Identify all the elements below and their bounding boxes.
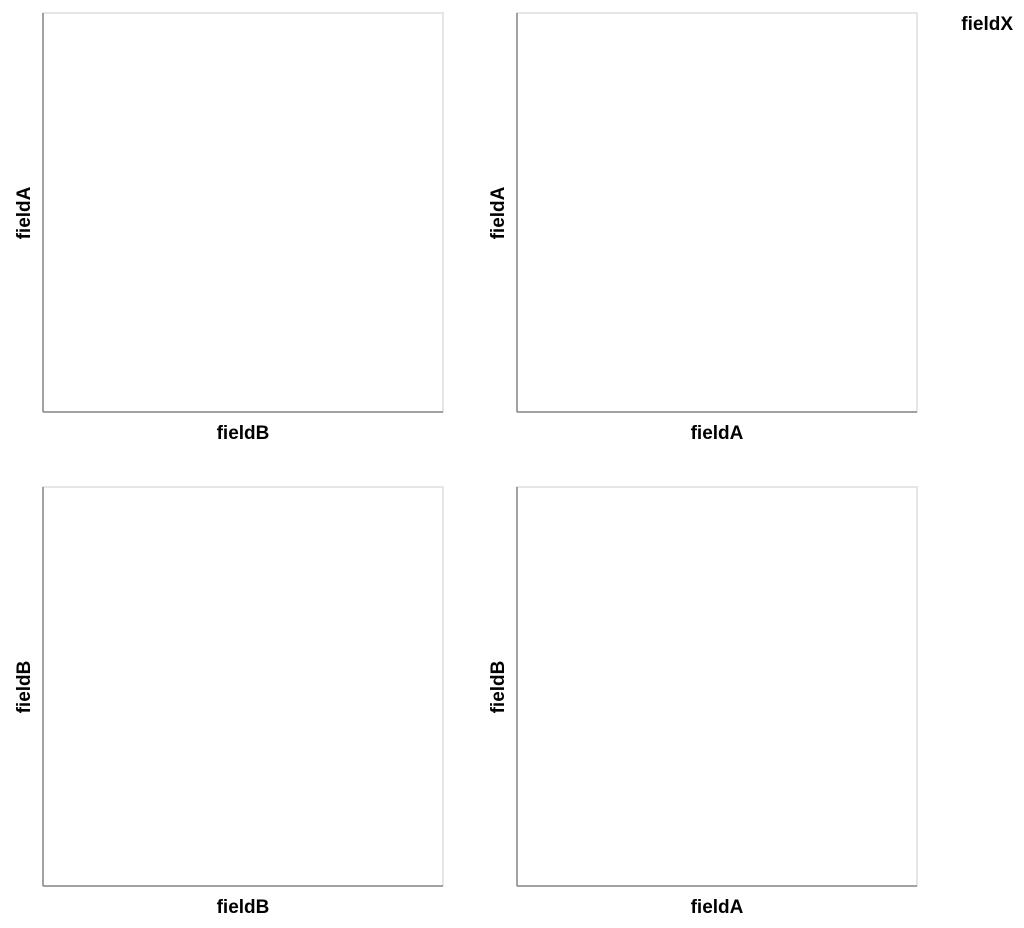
y-axis-title: fieldB <box>14 661 35 714</box>
panel-fieldA-vs-fieldB: fieldB fieldA <box>14 12 444 444</box>
y-axis-title: fieldB <box>488 661 509 714</box>
panel-fieldA-vs-fieldA: fieldA fieldA <box>488 12 918 444</box>
legend-title: fieldX <box>961 14 1013 35</box>
x-axis-title: fieldA <box>691 897 744 918</box>
x-axis-title: fieldB <box>217 423 270 444</box>
panel-fieldB-vs-fieldA: fieldA fieldB <box>488 486 918 918</box>
y-axis-title: fieldA <box>14 186 35 239</box>
y-axis-title: fieldA <box>488 186 509 239</box>
plot-frame <box>42 12 444 413</box>
plot-frame <box>516 486 918 887</box>
panel-fieldB-vs-fieldB: fieldB fieldB <box>14 486 444 918</box>
plot-frame <box>42 486 444 887</box>
x-axis-title: fieldB <box>217 897 270 918</box>
plot-frame <box>516 12 918 413</box>
x-axis-title: fieldA <box>691 423 744 444</box>
